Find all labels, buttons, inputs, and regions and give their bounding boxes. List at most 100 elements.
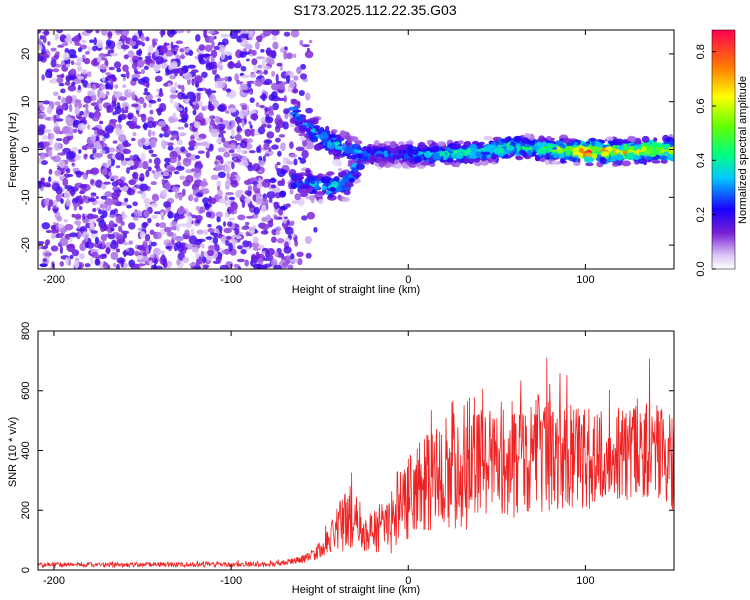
spectrogram-cell — [262, 178, 271, 188]
spectrogram-cell — [223, 151, 231, 158]
spectrogram-cell — [58, 83, 65, 87]
spectrogram-cell — [300, 63, 307, 70]
spectrogram-cell — [176, 259, 181, 266]
spectrogram-cell — [99, 215, 105, 219]
spectrogram-cell — [142, 255, 149, 262]
spectrogram-cell — [90, 178, 95, 185]
spectrogram-cell — [538, 135, 546, 143]
spectrogram-cell — [225, 88, 232, 93]
spectrogram-cell — [562, 138, 572, 144]
spectrogram-cell — [275, 167, 281, 172]
spectrogram-cell — [162, 171, 170, 177]
spectrogram-cell — [154, 49, 160, 57]
spectrogram-cell — [131, 92, 135, 101]
spectrogram-cell — [270, 184, 277, 189]
spectrogram-cell — [638, 151, 645, 156]
spectrogram-cell — [69, 254, 74, 260]
spectrogram-cell — [216, 216, 221, 223]
spectrogram-cell — [51, 233, 56, 240]
spectrogram-cell — [182, 65, 189, 74]
spectrogram-cell — [203, 30, 207, 38]
spectrogram-cell — [591, 152, 598, 160]
spectrogram-cell — [194, 55, 200, 60]
spectrogram-heatmap — [38, 30, 674, 269]
spectrogram-cell — [337, 168, 343, 172]
spectrogram-cell — [271, 144, 279, 150]
spectrogram-cell — [101, 168, 108, 176]
spectrogram-cell — [65, 63, 71, 68]
spectrogram-cell — [266, 191, 276, 199]
spectrogram-cell — [310, 137, 319, 143]
spectrogram-cell — [124, 157, 131, 161]
spectrogram-cell — [89, 39, 94, 43]
spectrogram-cell — [65, 168, 71, 174]
spectrogram-cell — [90, 256, 94, 265]
spectrogram-cell — [155, 265, 163, 269]
spectrogram-cell — [432, 152, 441, 159]
spectrogram-cell — [174, 82, 178, 88]
spectrogram-cell — [357, 158, 362, 166]
spectrogram-cell — [151, 214, 158, 219]
spectrogram-cell — [170, 137, 175, 141]
spectrogram-cell — [50, 156, 57, 160]
spectrogram-cell — [167, 142, 174, 147]
spectrogram-cell — [255, 102, 260, 108]
spectrogram-cell — [147, 52, 152, 56]
spectrogram-cell — [668, 146, 674, 151]
spectrogram-cell — [177, 207, 185, 215]
spectrogram-cell — [184, 123, 189, 128]
spectrogram-cell — [78, 253, 85, 260]
spectrogram-cell — [208, 30, 216, 34]
spectrogram-cell — [96, 39, 104, 49]
spectrogram-cell — [68, 103, 73, 113]
spectrogram-cell — [224, 164, 231, 173]
snr-x-tick-label: 100 — [576, 575, 594, 587]
spectrogram-cell — [650, 141, 657, 149]
spectrogram-cell — [171, 63, 178, 68]
spectrogram-cell — [601, 151, 610, 157]
spectrogram-cell — [202, 229, 207, 235]
spectrogram-cell — [541, 154, 547, 158]
spectrogram-cell — [273, 264, 282, 269]
spectrogram-cell — [98, 254, 107, 260]
spectrogram-cell — [348, 177, 355, 183]
spectrogram-cell — [174, 46, 179, 52]
spectrogram-cell — [78, 206, 83, 210]
spectrogram-cell — [257, 244, 265, 250]
spectrogram-cell — [175, 30, 185, 34]
spectrogram-cell — [379, 160, 385, 168]
spectrogram-cell — [329, 133, 337, 139]
spectrogram-cell — [217, 61, 222, 69]
snr-y-tick-label: 800 — [20, 322, 32, 340]
spectrogram-cell — [224, 194, 228, 201]
spectrogram-cell — [38, 30, 42, 34]
spectrogram-cell — [108, 66, 115, 71]
spectrogram-cell — [263, 142, 270, 150]
spectrogram-cell — [56, 76, 64, 84]
spectrogram-cell — [67, 174, 74, 177]
spectrogram-cell — [294, 193, 302, 201]
spectrogram-cell — [105, 247, 111, 255]
spectrogram-cell — [116, 248, 120, 253]
spectrogram-cell — [100, 57, 107, 61]
spectrogram-cell — [201, 71, 208, 79]
spectrogram-cell — [256, 263, 262, 269]
spectrogram-cell — [52, 68, 60, 73]
spectrogram-cell — [42, 100, 51, 105]
spectrogram-cell — [193, 196, 199, 203]
spectrogram-cell — [150, 202, 159, 208]
spectrogram-cell — [340, 170, 346, 177]
spectrogram-cell — [64, 81, 71, 86]
spectrogram-cell — [236, 258, 245, 263]
spectrogram-cell — [261, 204, 267, 213]
spectrogram-cell — [140, 35, 146, 42]
spectrogram-cell — [91, 251, 99, 259]
spectrogram-cell — [606, 136, 614, 142]
spectrogram-cell — [655, 144, 663, 148]
spectrogram-cell — [208, 197, 217, 205]
spectrogram-cell — [82, 80, 89, 88]
colorbar-tick-label: 0.0 — [695, 261, 707, 276]
spectrogram-cell — [59, 234, 64, 239]
spectrogram-cell — [127, 187, 132, 195]
spectrogram-cell — [108, 220, 115, 228]
